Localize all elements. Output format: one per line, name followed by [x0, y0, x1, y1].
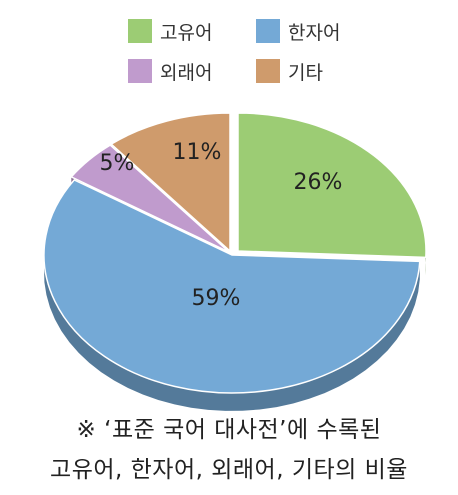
pie-slice-native	[237, 112, 427, 259]
legend-item-other: 기타	[256, 56, 323, 86]
legend-label-native: 고유어	[160, 21, 213, 44]
legend-swatch-sino	[256, 19, 280, 43]
legend-swatch-loan	[128, 59, 152, 83]
slice-label-loan: 5%	[100, 151, 135, 176]
legend-item-native: 고유어	[128, 16, 212, 46]
legend-label-other: 기타	[288, 61, 323, 84]
legend-label-loan: 외래어	[160, 61, 213, 84]
legend-item-loan: 외래어	[128, 56, 212, 86]
chart-legend: 고유어 한자어 외래어 기타	[128, 16, 368, 88]
pie-slice-other	[109, 112, 231, 253]
slice-label-native: 26%	[294, 170, 343, 195]
caption-line-1: ※ ‘표준 국어 대사전’에 수록된	[76, 417, 382, 443]
legend-swatch-native	[128, 19, 152, 43]
pie-slice-sino	[43, 178, 421, 394]
legend-swatch-other	[256, 59, 280, 83]
legend-label-sino: 한자어	[288, 21, 341, 44]
legend-item-sino: 한자어	[256, 16, 340, 46]
slice-label-sino: 59%	[192, 286, 241, 311]
caption-line-2: 고유어, 한자어, 외래어, 기타의 비율	[50, 457, 408, 483]
slice-label-other: 11%	[173, 140, 222, 165]
pie-slice-loan	[70, 144, 230, 253]
